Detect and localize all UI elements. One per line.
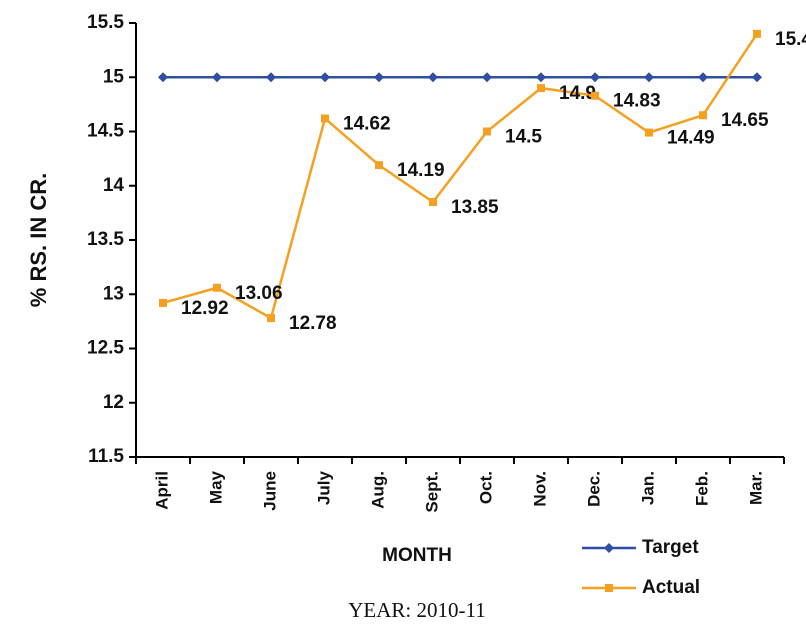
point [158,72,168,83]
data-label: 15.4 [775,29,806,50]
data-label: 12.92 [181,298,229,319]
point [429,198,437,207]
x-tick-label: April [152,471,171,510]
y-tick-label: 12.5 [87,338,124,359]
point [212,72,222,83]
point [590,72,600,83]
data-label: 12.78 [289,313,337,334]
y-tick-label: 12 [103,392,124,413]
x-tick-label: Aug. [368,471,387,509]
point [752,72,762,83]
x-tick-label: July [314,470,333,505]
y-tick-label: 15.5 [87,12,124,33]
x-tick-label: June [260,471,279,511]
point [374,72,384,83]
point [267,314,275,323]
point [645,128,653,137]
x-axis-label: MONTH [382,545,452,566]
caption: YEAR: 2010-11 [348,598,485,622]
point [375,161,383,170]
point [428,72,438,83]
point [644,72,654,83]
y-tick-label: 11.5 [88,446,124,467]
data-label: 14.83 [613,91,661,112]
point [753,29,761,38]
data-label: 14.9 [559,83,596,104]
point [213,283,221,292]
x-tick-label: Sept. [422,471,441,513]
series-line [162,33,759,320]
point [699,111,707,120]
point [482,72,492,83]
y-axis-label: % RS. IN CR. [26,173,51,307]
legend-marker [605,584,613,592]
data-label: 14.65 [721,110,769,131]
data-label: 14.5 [505,127,542,148]
x-tick-label: Oct. [476,471,495,504]
legend-label: Target [642,537,699,558]
y-tick-label: 14 [103,175,125,196]
y-tick-label: 14.5 [87,121,124,142]
y-tick-label: 13.5 [87,229,124,250]
x-tick-label: Feb. [692,471,711,506]
data-label: 13.85 [451,197,499,218]
data-label: 14.49 [667,128,715,149]
x-tick-label: Nov. [530,471,549,507]
point [266,72,276,83]
legend-marker [604,543,614,553]
legend-label: Actual [642,577,700,598]
point [320,72,330,83]
point [591,91,599,100]
y-tick-label: 13 [103,283,124,304]
point [537,84,545,93]
point [321,114,329,123]
point [159,298,167,307]
data-label: 14.62 [343,113,391,134]
x-tick-label: May [206,470,225,504]
point [483,127,491,136]
point [698,72,708,83]
data-label: 13.06 [235,283,283,304]
data-label: 14.19 [397,160,445,181]
y-tick-label: 15 [103,66,125,87]
x-tick-label: Mar. [746,471,765,505]
x-tick-label: Jan. [638,471,657,505]
x-tick-label: Dec. [584,471,603,507]
point [536,72,546,83]
